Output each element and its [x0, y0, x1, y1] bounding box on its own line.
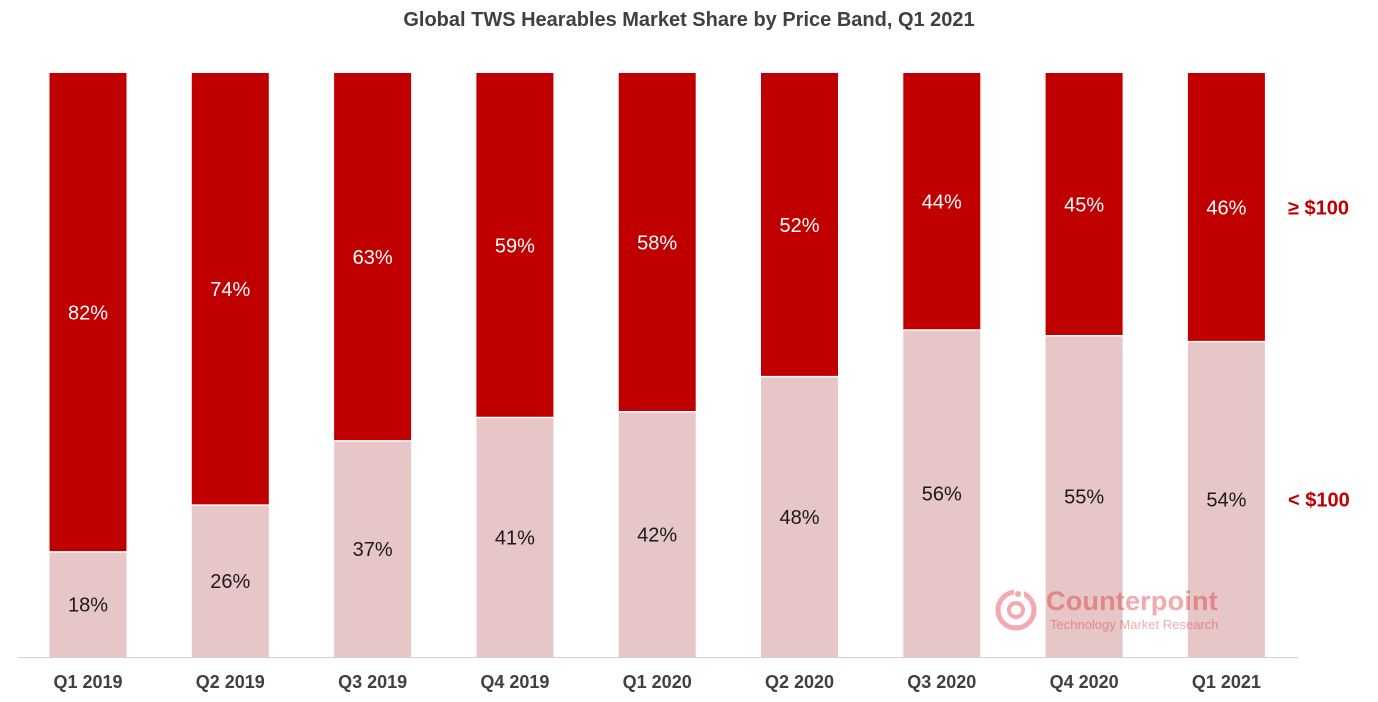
data-label-low: 18% — [68, 594, 108, 616]
data-label-high: 59% — [495, 235, 535, 257]
bar-segment-high — [476, 73, 554, 418]
data-label-low: 54% — [1206, 489, 1246, 511]
data-label-high: 74% — [210, 279, 250, 301]
chart-title: Global TWS Hearables Market Share by Pri… — [403, 9, 975, 31]
data-label-high: 46% — [1206, 197, 1246, 219]
bar-segment-high — [1045, 73, 1123, 336]
data-label-low: 37% — [353, 539, 393, 561]
bar-segment-high — [1187, 73, 1265, 342]
data-label-low: 56% — [922, 483, 962, 505]
x-tick-label: Q4 2019 — [480, 672, 549, 692]
data-label-high: 82% — [68, 302, 108, 324]
bar-segment-low — [334, 440, 412, 657]
x-tick-label: Q2 2020 — [765, 672, 834, 692]
watermark: Counterpoint Technology Market Research — [994, 586, 1254, 638]
bar-segment-low — [1045, 335, 1123, 657]
x-tick-label: Q3 2019 — [338, 672, 407, 692]
x-tick-label: Q2 2019 — [196, 672, 265, 692]
data-label-high: 52% — [779, 215, 819, 237]
data-label-high: 63% — [353, 247, 393, 269]
watermark-tagline: Technology Market Research — [1050, 617, 1219, 632]
data-label-low: 42% — [637, 524, 677, 546]
bar-segment-low — [618, 411, 696, 657]
bar-segment-high — [761, 73, 838, 377]
data-label-high: 45% — [1064, 194, 1104, 216]
x-tick-label: Q1 2021 — [1192, 672, 1261, 692]
data-label-low: 41% — [495, 527, 535, 549]
x-tick-label: Q1 2020 — [623, 672, 692, 692]
bar-segment-low — [476, 417, 554, 657]
bar-segment-low — [49, 551, 127, 657]
bar-segment-high — [334, 73, 412, 441]
bar-segment-low — [1187, 341, 1265, 657]
bar-segment-high — [49, 73, 127, 552]
bar-segment-low — [903, 329, 981, 657]
x-tick-label: Q1 2019 — [53, 672, 122, 692]
bar-segment-high — [618, 73, 696, 412]
watermark-name: Counterpoint — [1046, 586, 1218, 616]
legend-label-low: < $100 — [1288, 489, 1350, 511]
legend-label-high: ≥ $100 — [1288, 197, 1349, 219]
x-tick-label: Q4 2020 — [1050, 672, 1119, 692]
x-tick-label: Q3 2020 — [907, 672, 976, 692]
data-label-high: 44% — [922, 191, 962, 213]
data-label-high: 58% — [637, 232, 677, 254]
bar-segment-high — [191, 73, 269, 506]
bar-segment-low — [191, 505, 269, 657]
bar-segment-low — [761, 376, 838, 657]
data-label-low: 26% — [210, 571, 250, 593]
counterpoint-logo-icon — [995, 588, 1037, 631]
bar-segment-high — [903, 73, 981, 330]
data-label-low: 55% — [1064, 486, 1104, 508]
data-label-low: 48% — [779, 507, 819, 529]
